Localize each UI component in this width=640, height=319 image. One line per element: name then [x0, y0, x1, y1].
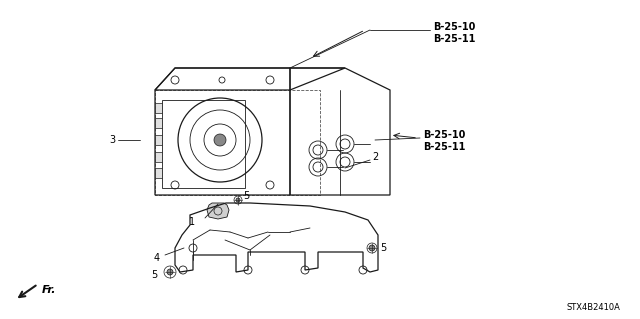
Text: B-25-10
B-25-11: B-25-10 B-25-11	[433, 22, 476, 44]
Text: 1: 1	[189, 217, 195, 227]
Polygon shape	[155, 103, 162, 113]
Text: 5: 5	[151, 270, 157, 280]
Polygon shape	[155, 135, 162, 145]
Text: 2: 2	[372, 152, 378, 162]
Text: Fr.: Fr.	[42, 285, 56, 295]
Polygon shape	[207, 203, 229, 219]
Circle shape	[214, 134, 226, 146]
Text: 4: 4	[154, 253, 160, 263]
Text: 5: 5	[243, 191, 249, 201]
Polygon shape	[155, 168, 162, 178]
Polygon shape	[155, 118, 162, 128]
Circle shape	[369, 245, 375, 251]
Text: STX4B2410A: STX4B2410A	[566, 303, 620, 313]
Text: 5: 5	[380, 243, 387, 253]
Circle shape	[236, 198, 240, 202]
Circle shape	[167, 269, 173, 275]
Polygon shape	[155, 152, 162, 162]
Text: B-25-10
B-25-11: B-25-10 B-25-11	[423, 130, 465, 152]
Text: 3: 3	[109, 135, 115, 145]
